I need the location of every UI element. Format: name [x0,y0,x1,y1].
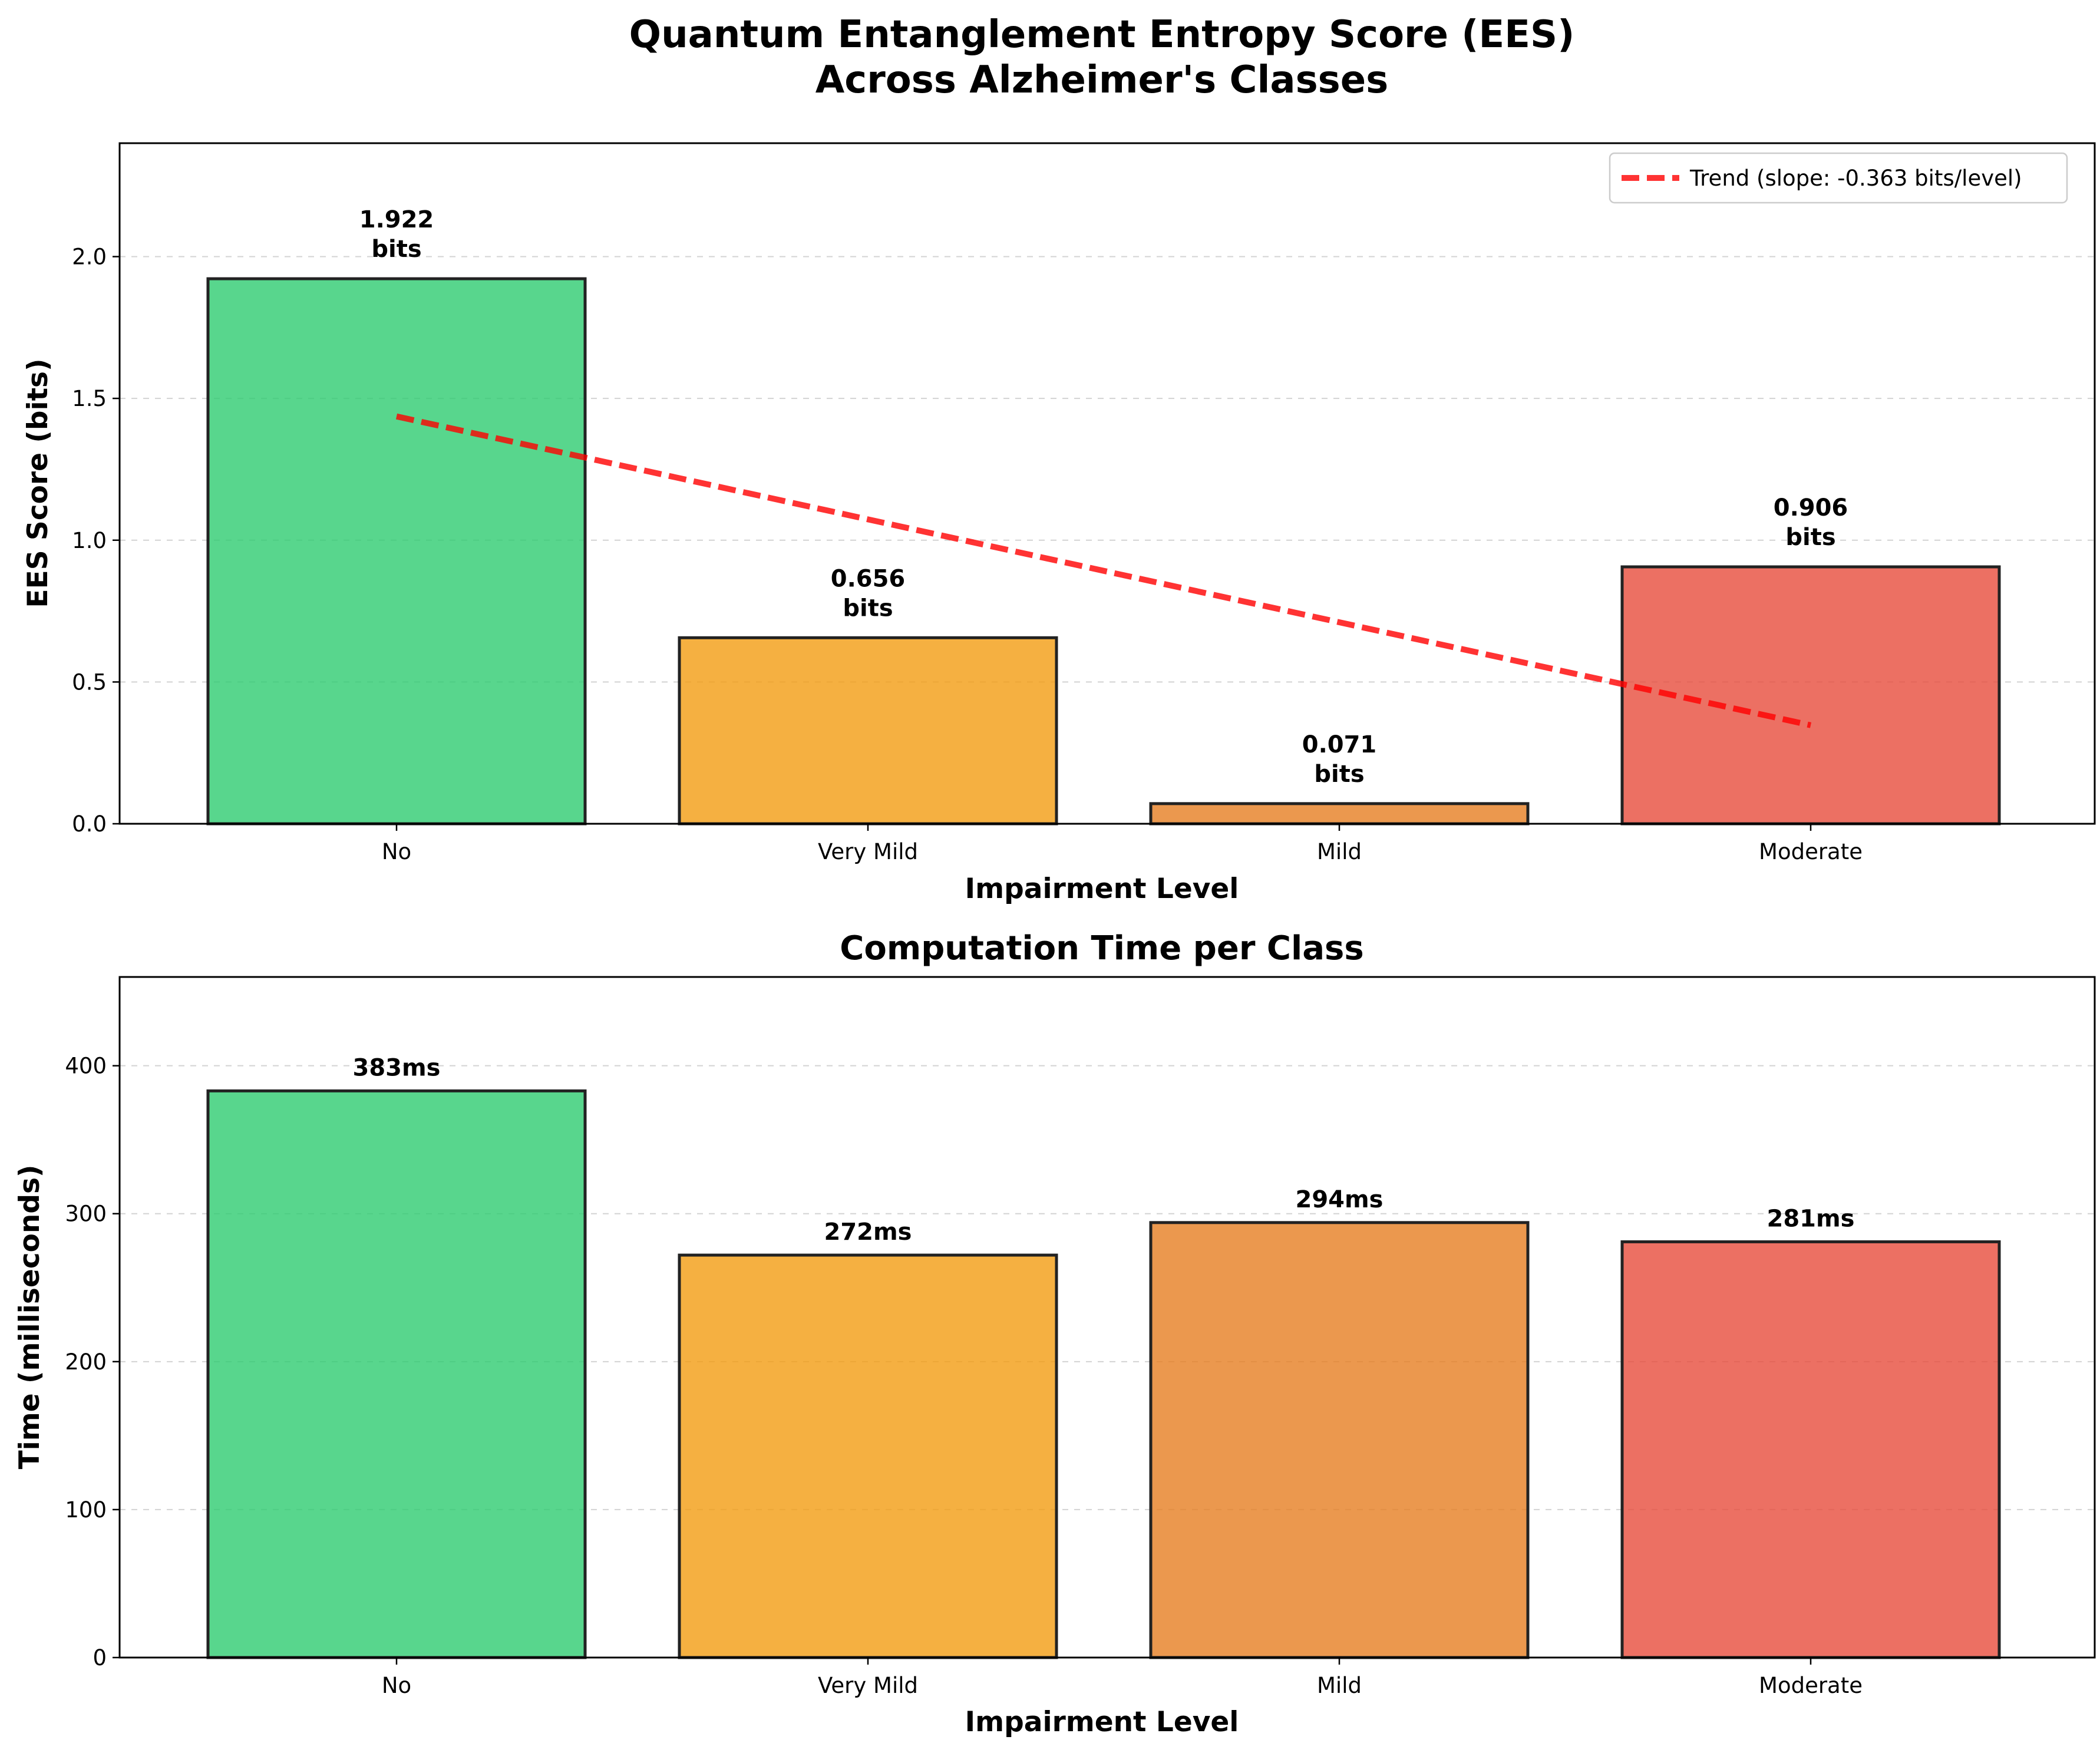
y-tick-label: 300 [65,1201,107,1227]
time-y-axis-ticks: 0 100 200 300 400 [65,1054,120,1671]
y-tick-label: 0.5 [72,669,107,695]
y-tick-label: 2.0 [72,245,107,270]
data-label-unit: bits [1785,524,1835,551]
ees-legend: Trend (slope: -0.363 bits/level) [1609,152,2068,204]
data-label: 294ms [1296,1186,1384,1213]
legend-box [1609,152,2068,204]
y-tick-label: 0.0 [72,811,107,837]
y-tick-label: 100 [65,1497,107,1523]
ees-data-labels: 1.922 bits 0.656 bits 0.071 bits 0.906 bits [359,206,1848,788]
time-bar-no [206,1089,587,1659]
data-label: 281ms [1767,1205,1855,1232]
time-bar-mild [1149,1221,1530,1659]
data-label: 272ms [824,1219,912,1246]
time-y-axis-label: Time (milliseconds) [14,1165,46,1470]
legend-trend-label: Trend (slope: -0.363 bits/level) [1689,166,2022,191]
ees-bar-moderate [1620,565,2001,826]
data-label-value: 0.906 [1774,494,1848,521]
data-label-value: 1.922 [359,206,434,233]
time-x-axis-ticks: No Very Mild Mild Moderate [382,1658,1863,1698]
ees-trend-line [395,413,1812,728]
time-bars [206,1089,2001,1659]
time-bar-very-mild [678,1253,1058,1659]
time-plot-frame [118,976,2096,1659]
y-tick-label: 200 [65,1349,107,1375]
y-tick-label: 0 [93,1645,107,1671]
ees-bar-mild [1149,802,1530,826]
data-label-value: 0.656 [831,565,906,592]
ees-bar-very-mild [678,636,1058,826]
time-data-labels: 383ms 272ms 294ms 281ms [353,1054,1855,1246]
time-bar-moderate [1620,1240,2001,1659]
y-tick-label: 1.0 [72,528,107,553]
x-tick-label: No [382,839,411,864]
ees-x-axis-label: Impairment Level [965,873,1239,905]
x-tick-label: Moderate [1759,1673,1863,1698]
y-tick-label: 1.5 [72,386,107,411]
ees-x-axis-ticks: No Very Mild Mild Moderate [382,824,1863,864]
data-label-unit: bits [843,595,893,622]
ees-bar-no [206,277,587,826]
ees-y-axis-ticks: 0.0 0.5 1.0 1.5 2.0 [72,245,120,837]
x-tick-label: Mild [1317,839,1362,864]
data-label-unit: bits [371,236,421,263]
trend-line [395,413,1812,728]
data-label: 383ms [353,1054,441,1081]
figure-title-line-2: Across Alzheimer's Classes [815,58,1389,102]
y-tick-label: 400 [65,1054,107,1079]
x-tick-label: Mild [1317,1673,1362,1698]
ees-plot-frame [118,142,2096,825]
x-tick-label: No [382,1673,411,1698]
data-label-value: 0.071 [1302,731,1377,758]
ees-chart: 0.00.51.01.52.0 No Very Mild Mild Moderate … [22,142,2096,905]
x-tick-label: Moderate [1759,839,1863,864]
time-x-axis-label: Impairment Level [965,1706,1239,1738]
ees-y-axis-label: EES Score (bits) [22,359,54,608]
time-chart-title: Computation Time per Class [840,929,1363,968]
data-label-unit: bits [1314,761,1364,788]
x-tick-label: Very Mild [818,839,918,864]
figure-title-line-1: Quantum Entanglement Entropy Score (EES) [629,13,1575,57]
time-chart: Computation Time per Class 0 100 200 300 400… [14,929,2096,1738]
x-tick-label: Very Mild [818,1673,918,1698]
